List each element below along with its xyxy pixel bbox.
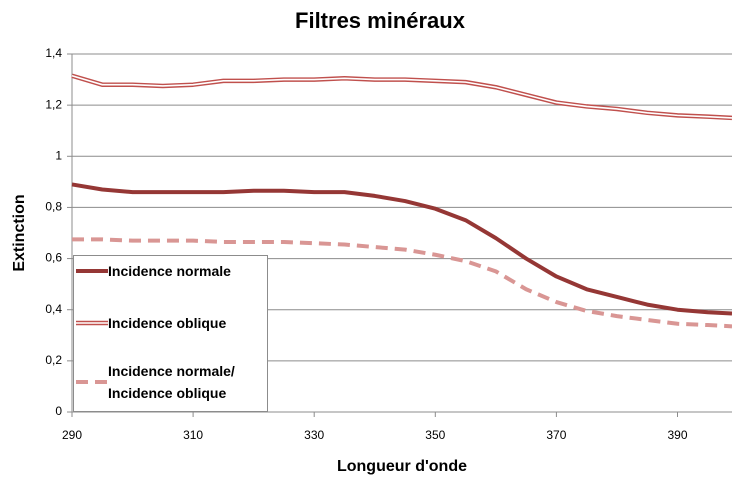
line-inner <box>71 74 732 119</box>
y-tick-label: 0,2 <box>45 353 62 367</box>
y-tick-label: 1 <box>55 148 62 162</box>
y-tick-label: 0,8 <box>45 200 62 214</box>
y-axis-label: Extinction <box>11 194 28 271</box>
legend-swatch <box>76 320 108 326</box>
legend-entry: Incidence normale <box>74 260 268 282</box>
legend-entry: Incidence normale/ Incidence oblique <box>74 360 268 404</box>
x-tick-label: 310 <box>183 428 203 442</box>
line-series <box>71 182 732 316</box>
legend-label: Incidence normale/ Incidence oblique <box>108 363 235 401</box>
y-tick-label: 0 <box>55 404 62 418</box>
legend-label: Incidence normale <box>108 263 231 279</box>
x-tick-label: 290 <box>62 428 82 442</box>
legend-label: Incidence oblique <box>108 315 227 331</box>
legend-swatch <box>76 380 108 384</box>
line-series <box>72 237 732 329</box>
chart-title: Filtres minéraux <box>295 8 466 33</box>
y-tick-label: 0,4 <box>45 302 62 316</box>
y-tick-label: 0,6 <box>45 251 62 265</box>
legend-entry: Incidence oblique <box>74 312 268 334</box>
x-tick-label: 370 <box>546 428 566 442</box>
x-tick-label: 390 <box>667 428 687 442</box>
legend-swatch <box>76 269 108 273</box>
y-tick-label: 1,2 <box>45 97 62 111</box>
x-tick-label: 330 <box>304 428 324 442</box>
x-tick-label: 350 <box>425 428 445 442</box>
legend: Incidence normale Incidence oblique Incide… <box>73 255 268 412</box>
x-axis-label: Longueur d'onde <box>337 458 467 475</box>
y-tick-label: 1,4 <box>45 46 62 60</box>
